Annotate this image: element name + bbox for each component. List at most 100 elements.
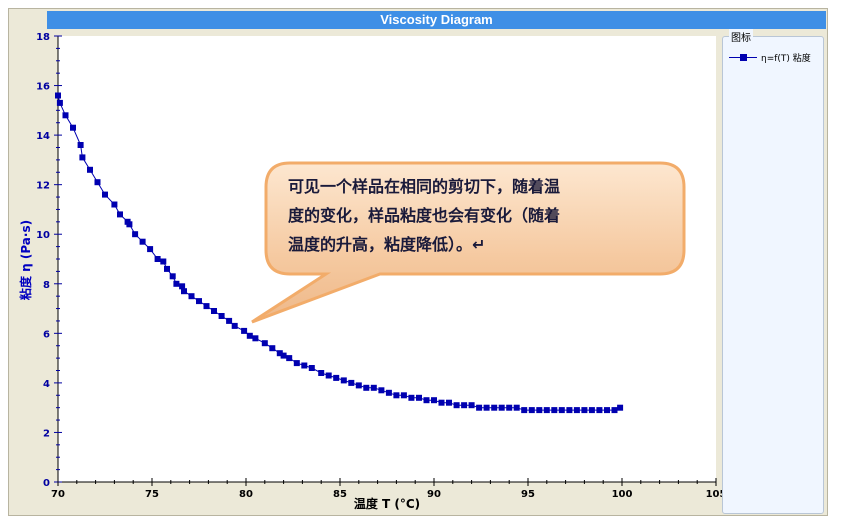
data-point[interactable] (476, 404, 483, 411)
data-point[interactable] (111, 201, 118, 208)
data-point[interactable] (301, 362, 308, 369)
data-point[interactable] (617, 404, 624, 411)
data-point[interactable] (132, 231, 139, 238)
data-point[interactable] (348, 379, 355, 386)
data-point[interactable] (573, 407, 580, 414)
data-point[interactable] (611, 407, 618, 414)
data-point[interactable] (461, 402, 468, 409)
series-line (57, 95, 621, 411)
data-point[interactable] (269, 345, 276, 352)
y-tick-label: 8 (43, 280, 50, 291)
x-tick-label: 85 (333, 489, 347, 500)
data-point[interactable] (261, 340, 268, 347)
data-point[interactable] (551, 407, 558, 414)
data-point[interactable] (340, 377, 347, 384)
x-tick-label: 105 (706, 489, 727, 500)
x-tick-label: 75 (145, 489, 159, 500)
data-point[interactable] (154, 256, 161, 262)
callout-bubble (251, 161, 686, 324)
data-point[interactable] (596, 407, 603, 414)
data-point[interactable] (536, 407, 543, 414)
legend-item[interactable]: η=f(T) 粘度 (729, 51, 811, 64)
data-point[interactable] (446, 399, 452, 406)
data-point[interactable] (588, 407, 595, 414)
data-point[interactable] (160, 258, 167, 265)
data-point[interactable] (211, 308, 217, 314)
data-point[interactable] (181, 288, 187, 295)
data-point[interactable] (94, 179, 101, 186)
data-point[interactable] (431, 397, 437, 404)
data-point[interactable] (581, 407, 588, 414)
data-point[interactable] (483, 404, 490, 411)
data-point[interactable] (521, 407, 528, 414)
data-point[interactable] (169, 273, 176, 280)
data-point[interactable] (286, 355, 293, 362)
x-tick-label: 70 (51, 489, 65, 500)
data-point[interactable] (491, 404, 498, 411)
x-tick-label: 100 (612, 489, 633, 500)
data-point[interactable] (62, 112, 69, 119)
data-point[interactable] (558, 407, 565, 414)
data-point[interactable] (393, 392, 400, 399)
data-point[interactable] (77, 142, 84, 148)
data-point[interactable] (293, 360, 300, 367)
data-point[interactable] (438, 399, 445, 406)
data-point[interactable] (139, 238, 146, 245)
data-point[interactable] (126, 221, 133, 228)
data-point[interactable] (408, 394, 415, 401)
data-point[interactable] (188, 293, 195, 300)
data-point[interactable] (56, 99, 63, 106)
data-point[interactable] (164, 265, 170, 272)
data-point[interactable] (241, 327, 248, 334)
data-point[interactable] (70, 124, 76, 131)
y-tick-label: 0 (43, 478, 50, 489)
data-point[interactable] (528, 407, 535, 414)
data-point[interactable] (604, 407, 610, 414)
data-point[interactable] (370, 384, 377, 391)
data-point[interactable] (378, 387, 385, 394)
data-point[interactable] (203, 303, 210, 310)
data-point[interactable] (179, 283, 186, 290)
data-point[interactable] (468, 402, 475, 409)
data-point[interactable] (400, 392, 407, 399)
data-point[interactable] (246, 332, 253, 339)
data-point[interactable] (423, 397, 430, 404)
data-point[interactable] (55, 92, 61, 99)
x-tick-label: 90 (427, 489, 441, 500)
y-tick-label: 16 (36, 82, 50, 93)
data-point[interactable] (543, 407, 550, 414)
data-point[interactable] (147, 246, 154, 253)
data-point[interactable] (498, 404, 505, 411)
data-point[interactable] (385, 389, 392, 396)
data-point[interactable] (333, 374, 340, 381)
data-point[interactable] (173, 280, 180, 287)
data-point[interactable] (252, 335, 259, 342)
data-point[interactable] (308, 365, 315, 371)
data-point[interactable] (87, 166, 93, 173)
data-point[interactable] (506, 404, 513, 411)
x-tick-label: 95 (521, 489, 535, 500)
data-point[interactable] (231, 322, 238, 329)
y-tick-label: 4 (43, 379, 50, 390)
data-point[interactable] (363, 384, 370, 391)
data-point[interactable] (102, 191, 108, 198)
data-point[interactable] (226, 317, 233, 324)
data-point[interactable] (318, 370, 325, 376)
data-point[interactable] (513, 404, 520, 411)
callout-text: 可见一个样品在相同的剪切下，随着温 度的变化，样品粘度也会有变化（随着 温度的升… (288, 177, 561, 254)
data-point[interactable] (566, 407, 573, 414)
data-point[interactable] (453, 402, 460, 409)
data-point[interactable] (218, 313, 225, 319)
y-tick-label: 12 (36, 181, 50, 192)
data-point[interactable] (416, 394, 422, 401)
data-point[interactable] (196, 298, 202, 305)
series-markers (55, 92, 624, 414)
y-tick-label: 10 (36, 230, 50, 241)
data-point[interactable] (355, 382, 362, 389)
data-point[interactable] (276, 350, 283, 357)
data-point[interactable] (79, 154, 86, 161)
data-point[interactable] (325, 372, 332, 379)
data-point[interactable] (117, 211, 123, 218)
data-point[interactable] (280, 352, 287, 359)
